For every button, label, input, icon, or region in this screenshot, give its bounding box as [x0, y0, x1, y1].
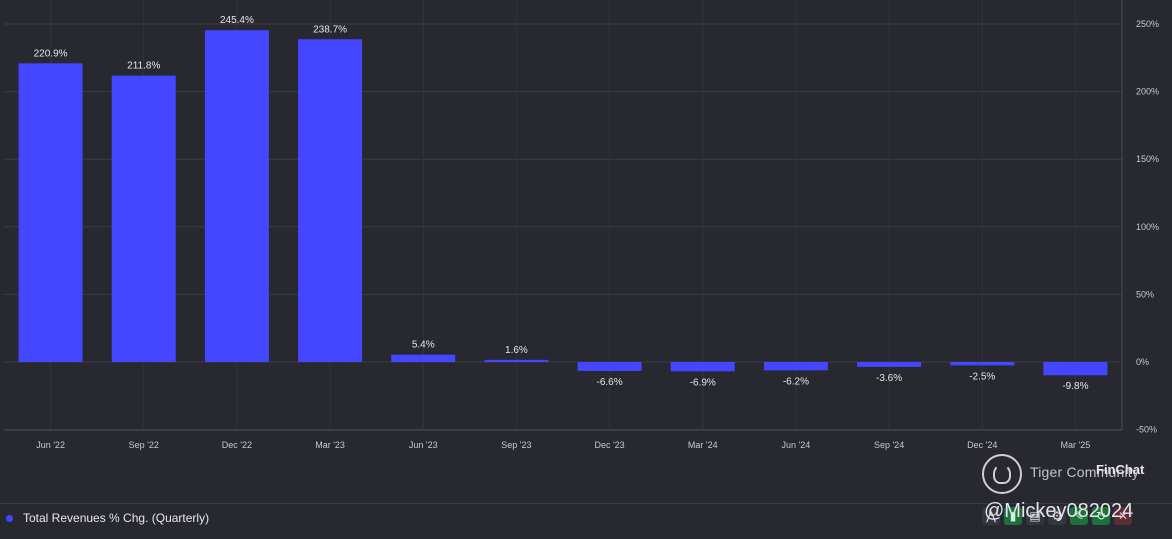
x-tick-label: Sep '24: [874, 440, 904, 450]
chart-legend[interactable]: Total Revenues % Chg. (Quarterly): [6, 510, 209, 526]
x-tick-label: Jun '23: [409, 440, 438, 450]
bar-value-label: 238.7%: [313, 24, 347, 35]
bar: [950, 362, 1015, 366]
x-tick-label: Mar '23: [315, 440, 345, 450]
chart-toolbar: ⋀ ▮ ▤ ⚙ ✎ ↻ ✕: [982, 507, 1132, 525]
x-tick-label: Sep '23: [501, 440, 531, 450]
bar: [204, 30, 269, 362]
legend-series-label: Total Revenues % Chg. (Quarterly): [23, 511, 210, 525]
footer-divider: [0, 503, 1172, 504]
bar: [111, 75, 176, 363]
y-tick-label: 200%: [1136, 87, 1159, 97]
bar-value-label: 245.4%: [220, 15, 254, 26]
bar-value-label: 1.6%: [505, 345, 528, 356]
x-tick-label: Sep '22: [129, 440, 159, 450]
bar: [857, 362, 922, 367]
bar: [670, 362, 735, 372]
revenue-change-chart: 250% 200% 150% 100% 50% 0% -50% 220.9% 211.8% 245…: [4, 0, 1159, 450]
x-tick-label: Jun '22: [36, 440, 65, 450]
x-tick-label: Mar '25: [1061, 440, 1091, 450]
bar: [298, 39, 363, 363]
y-tick-label: 150%: [1136, 154, 1159, 164]
finchat-logo-text: FinChat: [1096, 462, 1145, 477]
y-tick-label: 50%: [1136, 289, 1154, 299]
y-tick-label: 250%: [1136, 19, 1159, 29]
watermark-brand: Tiger Community: [1030, 464, 1140, 480]
y-tick-label: 0%: [1136, 357, 1149, 367]
bar-value-label: -3.6%: [876, 373, 902, 384]
legend-series-dot-icon: [6, 514, 13, 522]
bar: [18, 63, 83, 362]
x-tick-label: Dec '22: [222, 440, 252, 450]
bar-chart-icon[interactable]: ▮: [1004, 507, 1022, 525]
close-icon[interactable]: ✕: [1114, 507, 1132, 525]
bar-value-label: 5.4%: [412, 340, 435, 351]
watermark-user: @Mickey082024: [984, 500, 1134, 522]
bar-value-label: -9.8%: [1062, 381, 1088, 392]
x-tick-label: Mar '24: [688, 440, 718, 450]
x-tick-label: Dec '23: [594, 440, 624, 450]
bar-value-label: -2.5%: [969, 371, 995, 382]
table-icon[interactable]: ▤: [1026, 507, 1044, 525]
tiger-logo-icon: [982, 454, 1022, 494]
bar-value-label: -6.9%: [690, 377, 716, 388]
bar-value-label: -6.2%: [783, 376, 809, 387]
chart-type-icon[interactable]: ⋀: [982, 507, 1000, 525]
settings-gear-icon[interactable]: ⚙: [1048, 507, 1066, 525]
watermark: Tiger Community FinChat: [980, 452, 1170, 500]
bar-value-label: 220.9%: [34, 48, 68, 59]
x-tick-label: Jun '24: [782, 440, 811, 450]
bar-value-label: 211.8%: [127, 61, 160, 72]
bar: [1043, 362, 1108, 376]
bar: [484, 359, 549, 362]
y-tick-label: -50%: [1136, 425, 1157, 435]
bar: [391, 354, 456, 362]
bar: [577, 362, 642, 371]
y-tick-label: 100%: [1136, 222, 1159, 232]
x-tick-label: Dec '24: [967, 440, 997, 450]
bar-value-label: -6.6%: [597, 377, 623, 388]
bar: [763, 362, 828, 371]
share-icon[interactable]: ↻: [1092, 507, 1110, 525]
edit-icon[interactable]: ✎: [1070, 507, 1088, 525]
